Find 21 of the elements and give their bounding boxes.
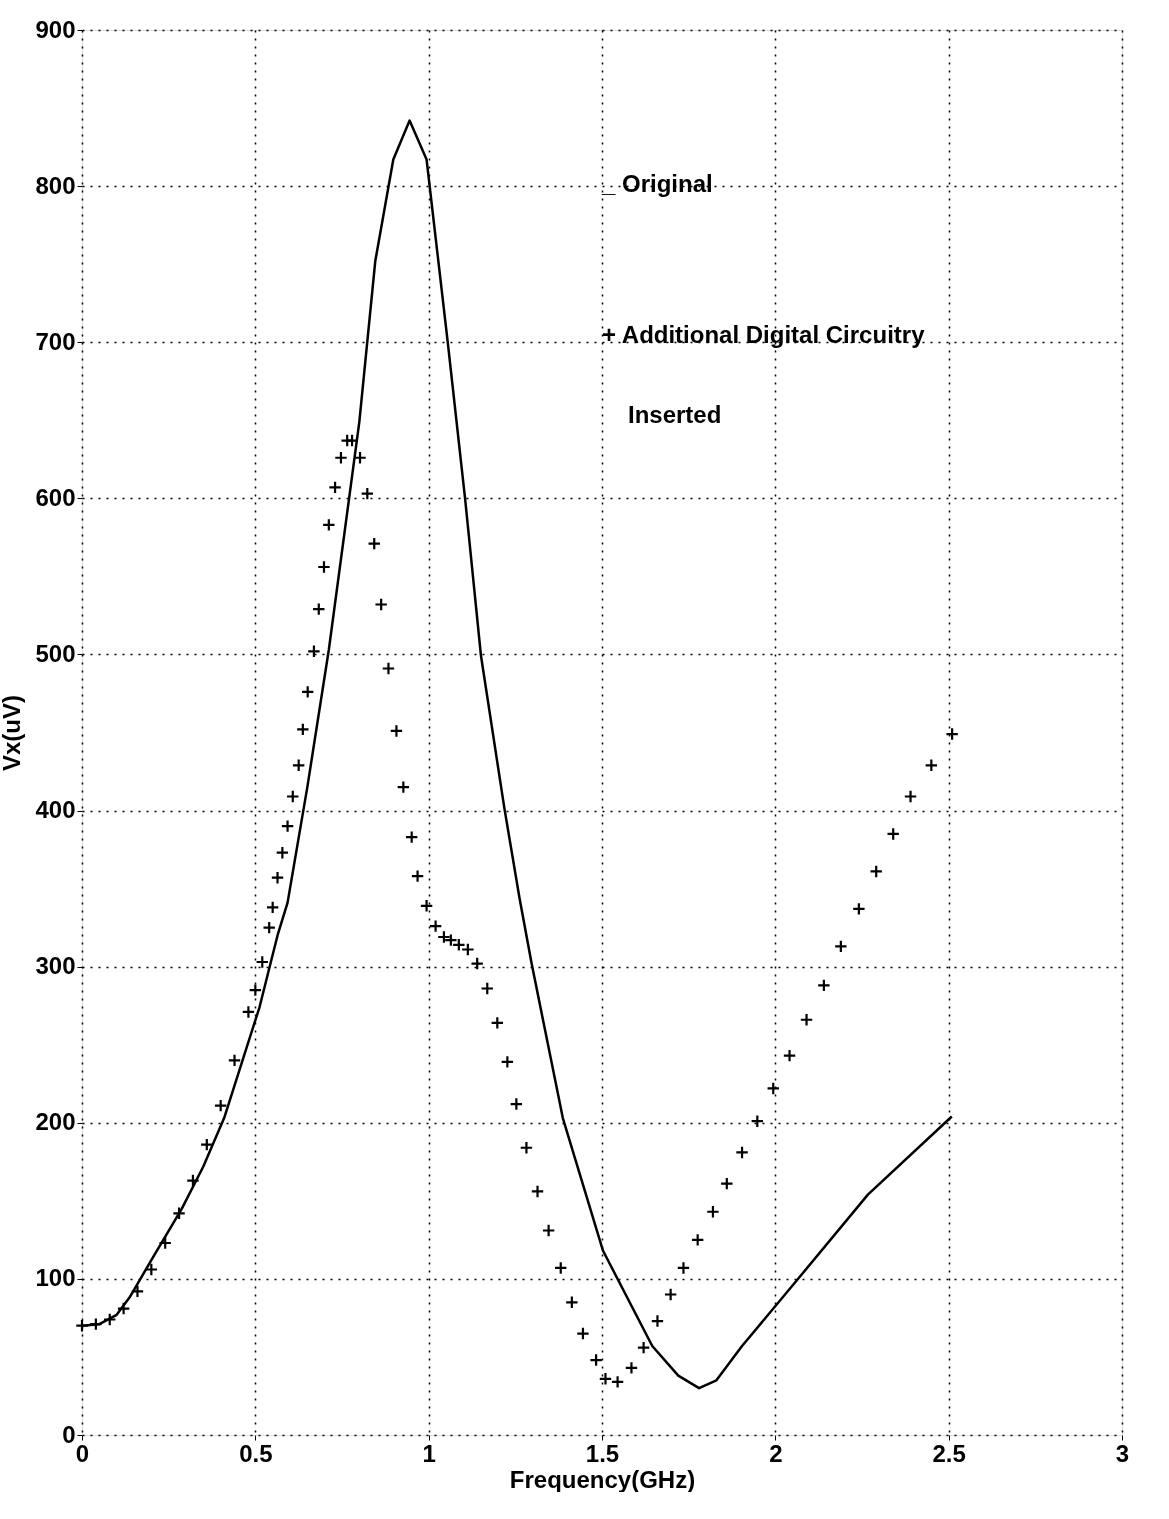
y-tick-label: 700 xyxy=(35,327,76,355)
x-axis-title: Frequency(GHz) xyxy=(509,1465,696,1493)
y-tick-label: 900 xyxy=(35,15,76,43)
x-tick-label: 2 xyxy=(769,1439,783,1467)
y-tick-label: 400 xyxy=(35,796,76,824)
annotation: + Additional Digital Circuitry xyxy=(602,321,926,349)
annotation: Inserted xyxy=(628,401,722,429)
y-axis-title: Vx(uV) xyxy=(0,694,26,772)
x-tick-label: 1 xyxy=(422,1439,436,1467)
x-tick-label: 0.5 xyxy=(239,1439,273,1467)
x-tick-label: 2.5 xyxy=(932,1439,966,1467)
y-tick-label: 100 xyxy=(35,1264,76,1292)
y-tick-label: 800 xyxy=(35,171,76,199)
y-tick-label: 500 xyxy=(35,639,76,667)
y-tick-label: 200 xyxy=(35,1108,76,1136)
y-tick-label: 0 xyxy=(62,1420,76,1448)
x-tick-label: 1.5 xyxy=(585,1439,620,1467)
annotation: _ Original xyxy=(601,169,713,197)
y-tick-label: 300 xyxy=(35,952,76,980)
y-tick-label: 600 xyxy=(35,483,76,511)
x-tick-label: 3 xyxy=(1115,1439,1130,1467)
